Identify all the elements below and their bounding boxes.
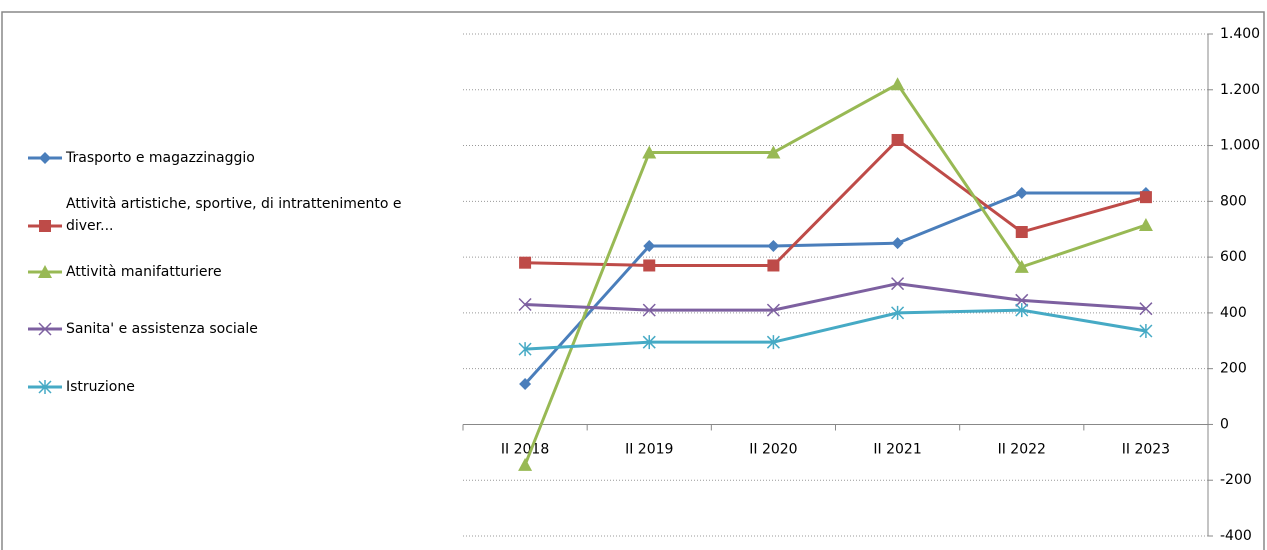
legend-label: Istruzione xyxy=(66,379,135,395)
marker xyxy=(891,277,905,291)
y-tick-label: -400 xyxy=(1220,528,1252,544)
marker xyxy=(1139,302,1153,316)
marker xyxy=(767,259,780,272)
marker xyxy=(642,303,656,317)
x-tick-label: II 2020 xyxy=(749,441,797,457)
series-line xyxy=(525,137,1147,267)
marker xyxy=(891,133,904,146)
marker xyxy=(766,145,781,159)
marker xyxy=(1015,186,1028,199)
marker xyxy=(518,342,532,357)
marker xyxy=(1138,218,1153,232)
y-tick-label: 200 xyxy=(1220,361,1247,377)
marker xyxy=(38,265,52,278)
legend-label: Sanita' e assistenza sociale xyxy=(66,321,258,337)
marker xyxy=(518,457,533,471)
y-tick-label: 400 xyxy=(1220,305,1247,321)
series-line xyxy=(524,308,1147,351)
marker xyxy=(767,239,780,252)
marker xyxy=(519,378,532,391)
series-line xyxy=(523,191,1146,386)
marker xyxy=(643,239,656,252)
series-line xyxy=(525,282,1147,312)
legend-label: Trasporto e magazzinaggio xyxy=(66,150,255,166)
marker xyxy=(1014,259,1029,273)
x-tick-label: II 2018 xyxy=(501,441,549,457)
marker xyxy=(1015,293,1029,307)
marker xyxy=(38,322,52,336)
marker xyxy=(1139,324,1153,339)
y-tick-label: 1.400 xyxy=(1220,26,1260,42)
marker xyxy=(642,335,656,350)
marker xyxy=(642,145,657,159)
y-tick-label: 600 xyxy=(1220,249,1247,265)
x-tick-label: II 2019 xyxy=(625,441,673,457)
series-line xyxy=(523,82,1147,466)
marker xyxy=(891,305,905,320)
marker xyxy=(766,335,780,350)
frame xyxy=(1,11,1265,550)
marker xyxy=(38,380,52,394)
y-tick-label: 1.000 xyxy=(1220,138,1260,154)
legend-label: Attività artistiche, sportive, di intrat… xyxy=(66,196,402,234)
marker xyxy=(1015,303,1029,318)
x-tick-label: II 2023 xyxy=(1122,441,1170,457)
marker xyxy=(891,237,904,250)
marker xyxy=(766,303,780,317)
marker xyxy=(518,297,532,312)
marker xyxy=(890,77,905,91)
marker xyxy=(1139,191,1152,204)
y-tick-label: 1.200 xyxy=(1220,82,1260,98)
x-tick-label: II 2022 xyxy=(998,441,1046,457)
y-tick-label: -200 xyxy=(1220,472,1252,488)
marker xyxy=(39,220,51,232)
marker xyxy=(643,259,656,272)
y-tick-label: 800 xyxy=(1220,193,1247,209)
x-tick-label: II 2021 xyxy=(873,441,921,457)
legend-label: Attività manifatturiere xyxy=(66,264,222,280)
marker xyxy=(1015,226,1028,239)
marker xyxy=(39,152,51,164)
y-tick-label: 0 xyxy=(1220,416,1229,432)
marker xyxy=(519,256,532,269)
